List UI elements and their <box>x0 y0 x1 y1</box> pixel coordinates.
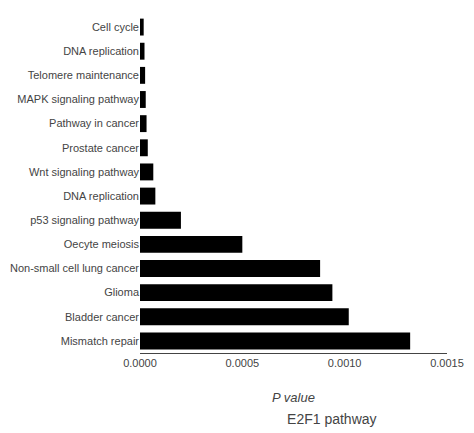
svg-text:Telomere maintenance: Telomere maintenance <box>28 69 139 81</box>
svg-text:0.0010: 0.0010 <box>328 357 362 369</box>
svg-text:Non-small cell lung cancer: Non-small cell lung cancer <box>10 262 139 274</box>
svg-text:MAPK signaling pathway: MAPK signaling pathway <box>17 93 139 105</box>
svg-text:DNA replication: DNA replication <box>63 45 139 57</box>
svg-text:p53 signaling pathway: p53 signaling pathway <box>30 214 139 226</box>
svg-text:E2F1 pathway: E2F1 pathway <box>287 411 377 427</box>
svg-text:DNA replication: DNA replication <box>63 190 139 202</box>
svg-text:Pathway in cancer: Pathway in cancer <box>49 117 139 129</box>
svg-text:0.0005: 0.0005 <box>226 357 260 369</box>
svg-text:P value: P value <box>272 390 315 405</box>
svg-text:0.0015: 0.0015 <box>430 357 464 369</box>
svg-text:Bladder cancer: Bladder cancer <box>65 311 139 323</box>
svg-text:Cell cycle: Cell cycle <box>92 21 139 33</box>
svg-text:0.0000: 0.0000 <box>123 357 157 369</box>
svg-text:Glioma: Glioma <box>104 286 140 298</box>
svg-text:Prostate cancer: Prostate cancer <box>62 142 139 154</box>
svg-text:Wnt signaling pathway: Wnt signaling pathway <box>29 166 140 178</box>
svg-text:Mismatch repair: Mismatch repair <box>61 335 140 347</box>
svg-text:Oecyte meiosis: Oecyte meiosis <box>64 238 140 250</box>
